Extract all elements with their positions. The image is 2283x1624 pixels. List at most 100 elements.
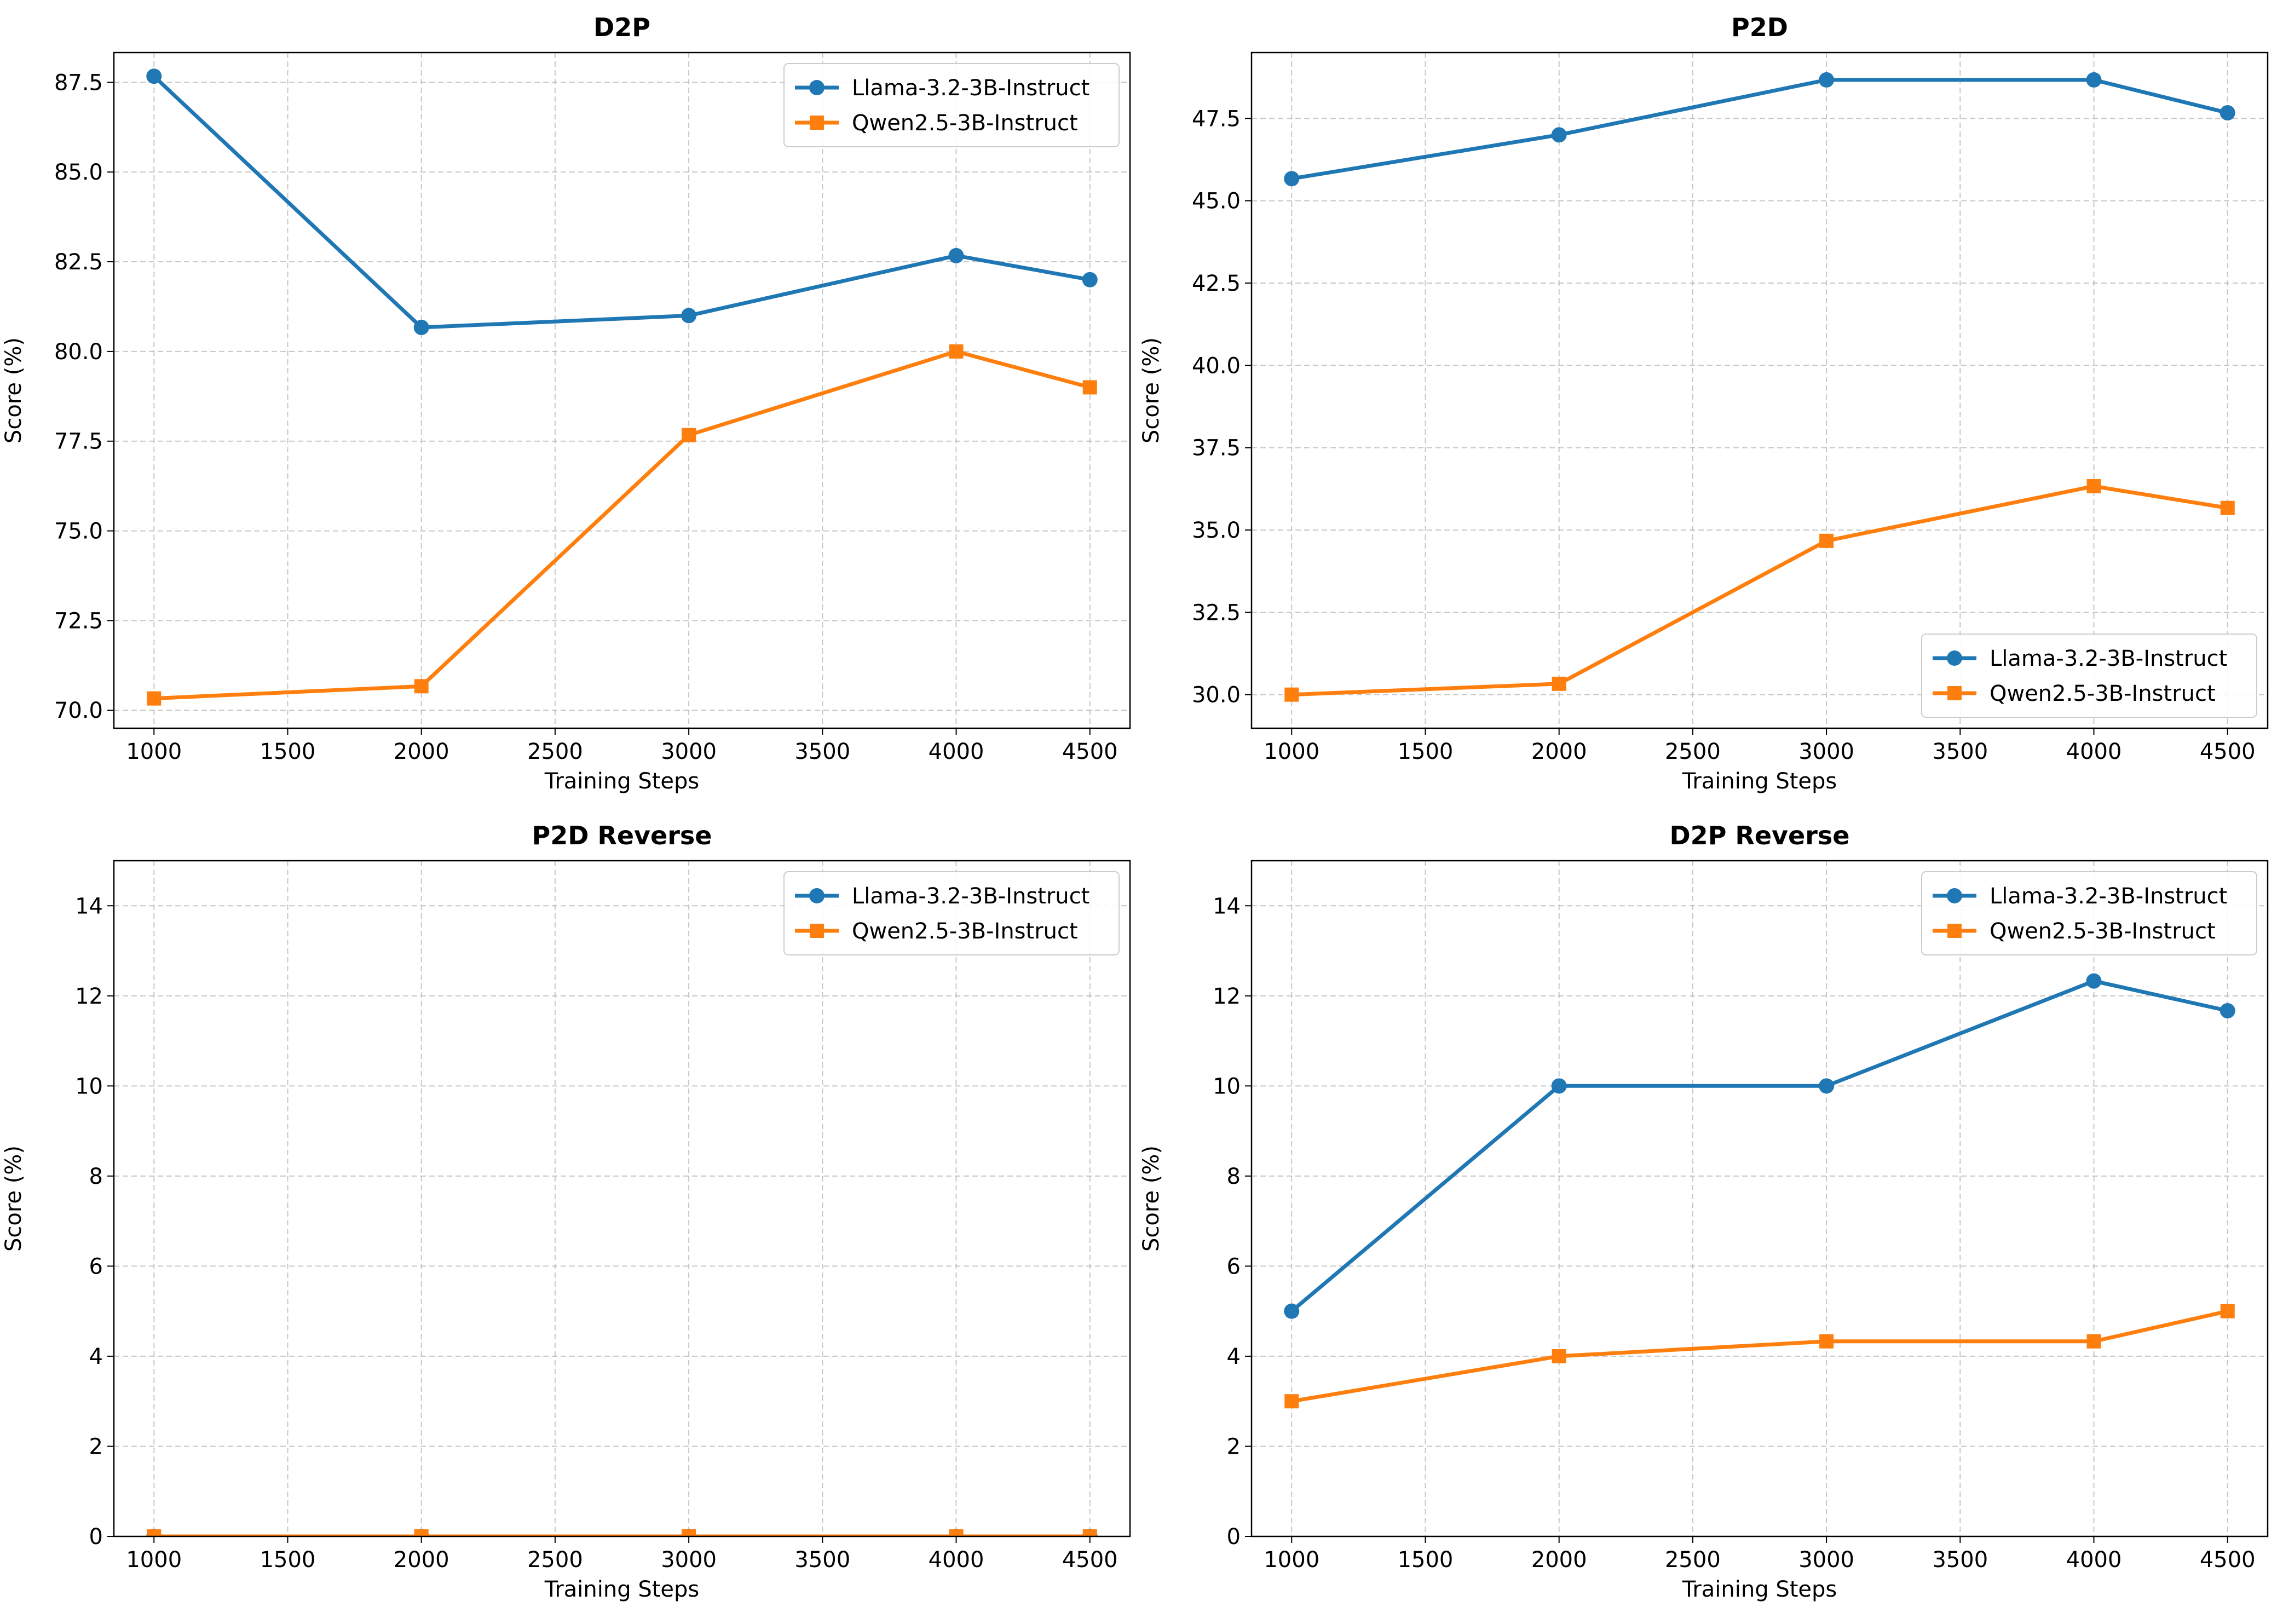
data-point <box>2086 1334 2101 1349</box>
legend-box <box>1921 871 2257 955</box>
x-tick-label: 4000 <box>2066 739 2122 764</box>
x-tick-label: 3000 <box>661 1547 717 1573</box>
y-tick-label: 2 <box>89 1434 103 1459</box>
legend-marker <box>1947 924 1962 938</box>
x-tick-label: 3000 <box>1798 739 1854 764</box>
y-tick-label: 0 <box>89 1524 103 1550</box>
data-point <box>1284 1303 1300 1319</box>
data-point <box>414 679 429 694</box>
axes-frame <box>113 860 1131 1537</box>
x-tick-label: 1500 <box>260 739 316 764</box>
chart-title: P2D Reverse <box>532 821 712 850</box>
y-tick-label: 12 <box>1213 984 1241 1009</box>
x-tick-label: 1500 <box>1398 739 1454 764</box>
y-tick-label: 75.0 <box>54 519 103 544</box>
x-tick-label: 4500 <box>1062 1547 1118 1573</box>
x-axis-label: Training Steps <box>1682 1577 1837 1602</box>
legend-box <box>783 63 1120 147</box>
data-point <box>949 1529 964 1536</box>
series-2 <box>147 1529 1097 1536</box>
y-tick-label: 2 <box>1227 1434 1241 1459</box>
legend-marker <box>1947 888 1962 903</box>
legend: Llama-3.2-3B-Instruct Qwen2.5-3B-Instruct <box>1921 871 2257 955</box>
legend: Llama-3.2-3B-Instruct Qwen2.5-3B-Instruct <box>783 63 1120 147</box>
data-point <box>146 68 162 84</box>
data-point <box>2219 105 2235 121</box>
legend: Llama-3.2-3B-Instruct Qwen2.5-3B-Instruct <box>1921 634 2257 718</box>
y-tick-label: 14 <box>75 894 103 919</box>
data-point <box>1552 676 1566 691</box>
y-tick-label: 0 <box>1227 1524 1241 1550</box>
chart-panel-3: 1000 1500 2000 2500 3000 3500 4000 4500 0 2 4 6 8 10 1… <box>1 821 1131 1602</box>
series-2 <box>147 344 1097 706</box>
chart-panel-4: 1000 1500 2000 2500 3000 3500 4000 4500 0 2 4 6 8 10 1… <box>1139 821 2269 1602</box>
data-point <box>1552 1349 1566 1363</box>
x-tick-label: 3500 <box>794 1547 850 1573</box>
y-tick-label: 87.5 <box>54 70 103 95</box>
data-point <box>2220 500 2235 515</box>
series-1 <box>1284 72 2235 187</box>
data-point <box>147 1529 162 1536</box>
x-tick-label: 2000 <box>394 739 449 764</box>
data-point <box>2086 72 2102 88</box>
series-line <box>154 349 1091 701</box>
x-tick-label: 3000 <box>661 739 717 764</box>
legend-label: Llama-3.2-3B-Instruct <box>852 76 1089 101</box>
y-tick-label: 10 <box>75 1074 103 1099</box>
legend-marker <box>1947 650 1962 666</box>
legend-label: Qwen2.5-3B-Instruct <box>852 111 1078 136</box>
y-tick-label: 80.0 <box>54 339 103 365</box>
chart-panel-1: 1000 1500 2000 2500 3000 3500 4000 4500 70.0 72.5… <box>1 13 1131 794</box>
legend-marker <box>809 80 825 95</box>
x-tick-label: 4500 <box>2200 739 2256 764</box>
data-point <box>2086 479 2101 493</box>
data-point <box>949 344 964 359</box>
data-point <box>1819 533 1834 548</box>
x-tick-label: 2500 <box>1665 1547 1721 1573</box>
x-axis-label: Training Steps <box>1682 769 1837 794</box>
x-tick-label: 1000 <box>126 1547 182 1573</box>
series-2 <box>1284 479 2235 702</box>
legend-marker <box>810 924 824 938</box>
legend-label: Qwen2.5-3B-Instruct <box>852 919 1078 944</box>
data-point <box>1082 380 1097 395</box>
legend-marker <box>1947 686 1962 700</box>
axes-frame <box>1250 51 2269 729</box>
x-tick-label: 4500 <box>2200 1547 2256 1573</box>
y-tick-label: 85.0 <box>54 160 103 185</box>
legend-box <box>783 871 1120 955</box>
y-tick-label: 4 <box>1227 1344 1241 1369</box>
legend-label: Llama-3.2-3B-Instruct <box>1990 646 2227 671</box>
y-tick-label: 70.0 <box>54 698 103 723</box>
axes-frame <box>113 51 1131 729</box>
y-tick-label: 8 <box>1227 1164 1241 1189</box>
y-tick-label: 12 <box>75 984 103 1009</box>
axes-frame <box>1250 860 2269 1537</box>
data-point <box>1284 171 1300 187</box>
data-point <box>1819 72 1835 88</box>
x-tick-label: 2500 <box>527 739 583 764</box>
x-tick-label: 3500 <box>1932 1547 1988 1573</box>
legend-marker <box>809 888 825 903</box>
x-tick-label: 4000 <box>929 739 984 764</box>
y-tick-label: 35.0 <box>1192 518 1241 543</box>
legend-marker <box>810 116 824 130</box>
data-point <box>1082 272 1098 287</box>
y-tick-label: 45.0 <box>1192 189 1241 214</box>
y-axis-label: Score (%) <box>1139 1145 1164 1252</box>
x-tick-label: 3500 <box>1932 739 1988 764</box>
x-tick-label: 3500 <box>794 739 850 764</box>
y-tick-label: 14 <box>1213 894 1241 919</box>
y-tick-label: 32.5 <box>1192 600 1241 625</box>
legend: Llama-3.2-3B-Instruct Qwen2.5-3B-Instruct <box>783 871 1120 955</box>
y-tick-label: 77.5 <box>54 429 103 454</box>
chart-panel-2: 1000 1500 2000 2500 3000 3500 4000 4500 30.0 32.5… <box>1139 13 2269 794</box>
data-point <box>1284 687 1299 702</box>
data-point <box>1284 1394 1299 1409</box>
x-tick-label: 1500 <box>260 1547 316 1573</box>
chart-title: P2D <box>1731 13 1788 42</box>
x-tick-label: 1000 <box>1264 1547 1319 1573</box>
data-point <box>681 308 697 324</box>
y-tick-label: 72.5 <box>54 608 103 634</box>
y-tick-label: 6 <box>89 1254 103 1279</box>
